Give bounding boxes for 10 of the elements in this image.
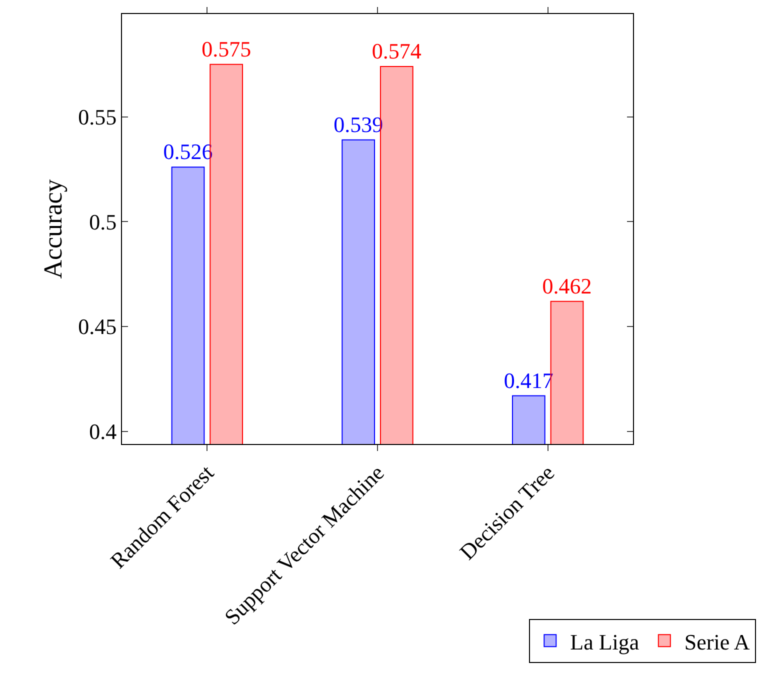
y-tick-label: 0.55: [78, 104, 117, 130]
legend-label: Serie A: [684, 629, 750, 654]
data-label: 0.574: [372, 38, 422, 64]
y-axis-title: Accuracy: [38, 179, 68, 279]
y-tick-label: 0.4: [89, 419, 117, 444]
data-label: 0.575: [202, 36, 252, 62]
y-tick-label: 0.5: [89, 209, 117, 234]
y-tick-label: 0.45: [78, 314, 117, 340]
data-label: 0.462: [542, 273, 592, 298]
legend-label: La Liga: [570, 629, 640, 654]
